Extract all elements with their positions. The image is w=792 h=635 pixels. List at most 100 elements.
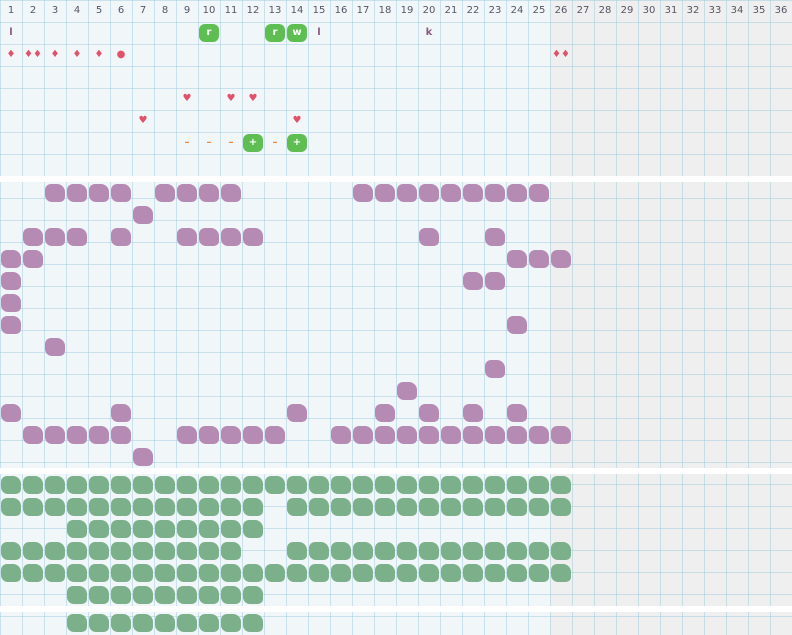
green-note-block[interactable] (155, 614, 175, 632)
green-note-block[interactable] (89, 586, 109, 604)
green-note-block[interactable] (111, 520, 131, 538)
green-note-block[interactable] (133, 520, 153, 538)
green-note-block[interactable] (67, 542, 87, 560)
purple-note-block[interactable] (441, 426, 461, 444)
purple-note-block[interactable] (551, 426, 571, 444)
green-note-block[interactable] (485, 476, 505, 494)
plus-marker[interactable]: + (287, 134, 307, 152)
green-note-block[interactable] (507, 498, 527, 516)
green-note-block[interactable] (199, 586, 219, 604)
purple-note-block[interactable] (133, 448, 153, 466)
purple-note-block[interactable] (463, 426, 483, 444)
green-note-block[interactable] (111, 586, 131, 604)
green-note-block[interactable] (23, 564, 43, 582)
purple-note-block[interactable] (67, 228, 87, 246)
green-note-block[interactable] (441, 498, 461, 516)
purple-note-block[interactable] (485, 184, 505, 202)
green-note-block[interactable] (89, 498, 109, 516)
drop-marker[interactable]: ● (116, 49, 126, 60)
green-note-block[interactable] (111, 476, 131, 494)
green-note-block[interactable] (89, 476, 109, 494)
note-letter[interactable]: k (425, 27, 433, 38)
green-note-block[interactable] (221, 614, 241, 632)
green-note-block[interactable] (177, 520, 197, 538)
green-note-block[interactable] (507, 542, 527, 560)
green-note-block[interactable] (177, 614, 197, 632)
green-note-block[interactable] (507, 476, 527, 494)
purple-note-block[interactable] (111, 228, 131, 246)
purple-note-block[interactable] (463, 404, 483, 422)
green-note-block[interactable] (309, 564, 329, 582)
green-note-block[interactable] (529, 542, 549, 560)
green-note-block[interactable] (309, 542, 329, 560)
green-note-block[interactable] (67, 586, 87, 604)
green-note-block[interactable] (177, 498, 197, 516)
green-note-block[interactable] (419, 542, 439, 560)
purple-note-block[interactable] (485, 272, 505, 290)
green-note-block[interactable] (419, 476, 439, 494)
green-note-block[interactable] (331, 564, 351, 582)
green-note-block[interactable] (287, 476, 307, 494)
rest-marker[interactable]: – (206, 137, 212, 148)
green-note-block[interactable] (507, 564, 527, 582)
green-note-block[interactable] (67, 498, 87, 516)
green-note-block[interactable] (375, 498, 395, 516)
green-note-block[interactable] (551, 542, 571, 560)
green-note-block[interactable] (111, 542, 131, 560)
purple-note-block[interactable] (265, 426, 285, 444)
green-note-block[interactable] (199, 476, 219, 494)
green-note-block[interactable] (155, 498, 175, 516)
green-note-block[interactable] (485, 542, 505, 560)
green-note-block[interactable] (463, 498, 483, 516)
green-note-block[interactable] (67, 476, 87, 494)
purple-note-block[interactable] (397, 426, 417, 444)
green-note-block[interactable] (177, 476, 197, 494)
purple-note-block[interactable] (375, 404, 395, 422)
purple-note-block[interactable] (441, 184, 461, 202)
purple-note-block[interactable] (397, 382, 417, 400)
purple-note-block[interactable] (375, 426, 395, 444)
purple-note-block[interactable] (331, 426, 351, 444)
green-note-block[interactable] (221, 542, 241, 560)
green-note-block[interactable] (375, 542, 395, 560)
green-note-block[interactable] (155, 586, 175, 604)
green-note-block[interactable] (287, 542, 307, 560)
green-note-block[interactable] (243, 564, 263, 582)
purple-note-block[interactable] (111, 184, 131, 202)
green-note-block[interactable] (221, 498, 241, 516)
green-note-block[interactable] (133, 498, 153, 516)
purple-note-block[interactable] (1, 250, 21, 268)
purple-note-block[interactable] (199, 426, 219, 444)
purple-note-block[interactable] (243, 426, 263, 444)
purple-note-block[interactable] (287, 404, 307, 422)
green-note-block[interactable] (485, 498, 505, 516)
green-note-block[interactable] (397, 476, 417, 494)
purple-note-block[interactable] (89, 426, 109, 444)
purple-note-block[interactable] (529, 426, 549, 444)
purple-note-block[interactable] (529, 184, 549, 202)
green-note-block[interactable] (133, 614, 153, 632)
green-note-block[interactable] (155, 476, 175, 494)
purple-note-block[interactable] (177, 184, 197, 202)
purple-note-block[interactable] (133, 206, 153, 224)
purple-note-block[interactable] (111, 426, 131, 444)
drop-marker[interactable]: ♦♦ (24, 49, 42, 60)
green-note-block[interactable] (221, 476, 241, 494)
purple-note-block[interactable] (155, 184, 175, 202)
drop-marker[interactable]: ♦ (94, 49, 104, 60)
green-note-block[interactable] (1, 542, 21, 560)
green-note-block[interactable] (23, 476, 43, 494)
purple-note-block[interactable] (23, 228, 43, 246)
green-note-block[interactable] (397, 498, 417, 516)
green-note-block[interactable] (529, 564, 549, 582)
green-note-block[interactable] (463, 476, 483, 494)
green-note-block[interactable] (23, 498, 43, 516)
green-note-block[interactable] (89, 614, 109, 632)
purple-note-block[interactable] (353, 184, 373, 202)
green-note-block[interactable] (155, 542, 175, 560)
drop-marker[interactable]: ♦♦ (552, 49, 570, 60)
green-note-block[interactable] (67, 614, 87, 632)
note-letter-selected[interactable]: w (287, 24, 307, 42)
green-note-block[interactable] (331, 498, 351, 516)
